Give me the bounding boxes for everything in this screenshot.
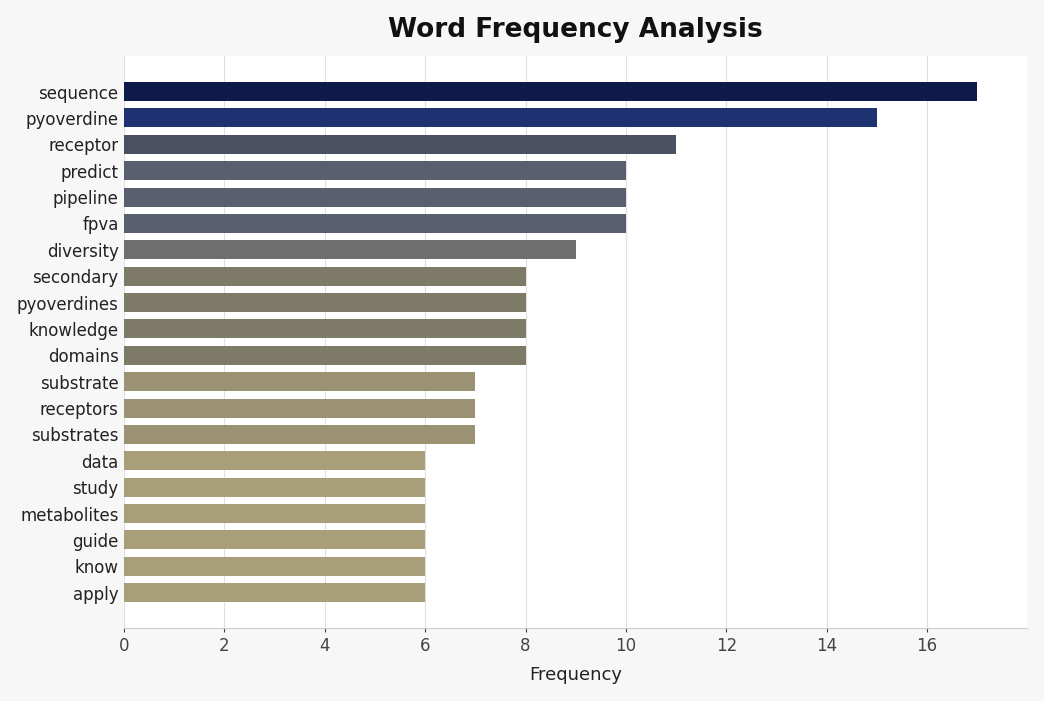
Bar <box>124 372 475 391</box>
Bar <box>124 451 425 470</box>
X-axis label: Frequency: Frequency <box>529 667 622 684</box>
Bar <box>124 214 626 233</box>
Bar <box>124 583 425 602</box>
Bar <box>124 82 977 101</box>
Bar <box>124 531 425 550</box>
Bar <box>124 161 626 180</box>
Bar <box>124 240 575 259</box>
Bar <box>124 504 425 523</box>
Bar <box>124 293 525 312</box>
Bar <box>124 135 677 154</box>
Bar <box>124 557 425 576</box>
Title: Word Frequency Analysis: Word Frequency Analysis <box>388 17 763 43</box>
Bar <box>124 109 877 128</box>
Bar <box>124 399 475 418</box>
Bar <box>124 320 525 339</box>
Bar <box>124 477 425 497</box>
Bar <box>124 346 525 365</box>
Bar <box>124 425 475 444</box>
Bar <box>124 188 626 207</box>
Bar <box>124 266 525 286</box>
